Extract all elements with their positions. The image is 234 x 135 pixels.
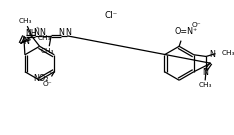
Text: NO₂: NO₂: [33, 74, 49, 83]
Text: O⁻: O⁻: [43, 81, 52, 87]
Text: CH₃: CH₃: [19, 18, 32, 24]
Text: ⁺: ⁺: [49, 72, 52, 77]
Text: O=N⁺: O=N⁺: [174, 27, 197, 36]
Text: N: N: [65, 28, 71, 37]
Text: NH: NH: [25, 29, 37, 38]
Text: CH₃: CH₃: [37, 35, 51, 41]
Text: N: N: [23, 37, 29, 46]
Text: CH₃: CH₃: [198, 82, 212, 88]
Text: N: N: [202, 68, 208, 77]
Text: ⁺: ⁺: [36, 27, 39, 32]
Text: CH₃: CH₃: [221, 50, 234, 56]
Text: O⁻: O⁻: [191, 22, 201, 28]
Text: N: N: [58, 28, 64, 37]
Text: CH₃: CH₃: [40, 48, 54, 54]
Text: N: N: [209, 50, 215, 59]
Text: N: N: [40, 28, 46, 37]
Text: N: N: [33, 28, 39, 37]
Text: Cl⁻: Cl⁻: [105, 11, 118, 20]
